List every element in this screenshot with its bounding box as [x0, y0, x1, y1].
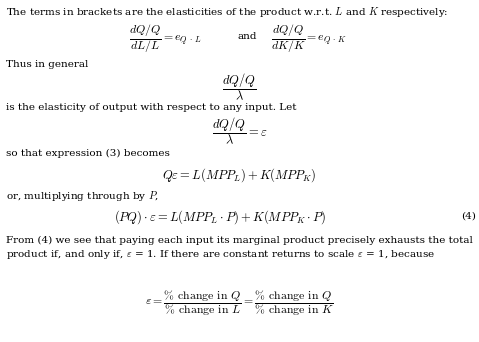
Text: and: and — [237, 32, 257, 41]
Text: From (4) we see that paying each input its marginal product precisely exhausts t: From (4) we see that paying each input i… — [6, 236, 473, 245]
Text: $\varepsilon = \dfrac{\% \text{ change in } Q}{\% \text{ change in } L} = \dfrac: $\varepsilon = \dfrac{\% \text{ change i… — [145, 288, 334, 317]
Text: so that expression (3) becomes: so that expression (3) becomes — [6, 149, 170, 158]
Text: $Q\varepsilon = L(MPP_L) + K(MPP_K)$: $Q\varepsilon = L(MPP_L) + K(MPP_K)$ — [162, 166, 317, 184]
Text: $\dfrac{dQ/Q}{\lambda}$: $\dfrac{dQ/Q}{\lambda}$ — [222, 71, 257, 103]
Text: (4): (4) — [461, 212, 476, 221]
Text: or, multiplying through by $P$,: or, multiplying through by $P$, — [6, 189, 159, 202]
Text: $(PQ)\cdot\varepsilon = L(MPP_L\cdot P) + K(MPP_K\cdot P)$: $(PQ)\cdot\varepsilon = L(MPP_L\cdot P) … — [114, 208, 326, 226]
Text: product if, and only if, $\varepsilon$ = 1. If there are constant returns to sca: product if, and only if, $\varepsilon$ =… — [6, 248, 435, 261]
Text: $\dfrac{dQ/Q}{\lambda} = \varepsilon$: $\dfrac{dQ/Q}{\lambda} = \varepsilon$ — [212, 116, 267, 147]
Text: Thus in general: Thus in general — [6, 61, 89, 69]
Text: $\dfrac{dQ/Q}{dK/K} = e_{Q\,\cdot\, K}$: $\dfrac{dQ/Q}{dK/K} = e_{Q\,\cdot\, K}$ — [271, 24, 346, 55]
Text: $\dfrac{dQ/Q}{dL/L} = e_{Q\,\cdot\, L}$: $\dfrac{dQ/Q}{dL/L} = e_{Q\,\cdot\, L}$ — [129, 24, 202, 55]
Text: The terms in brackets are the elasticities of the product w.r.t. $L$ and $K$ res: The terms in brackets are the elasticiti… — [6, 5, 448, 19]
Text: is the elasticity of output with respect to any input. Let: is the elasticity of output with respect… — [6, 103, 297, 112]
